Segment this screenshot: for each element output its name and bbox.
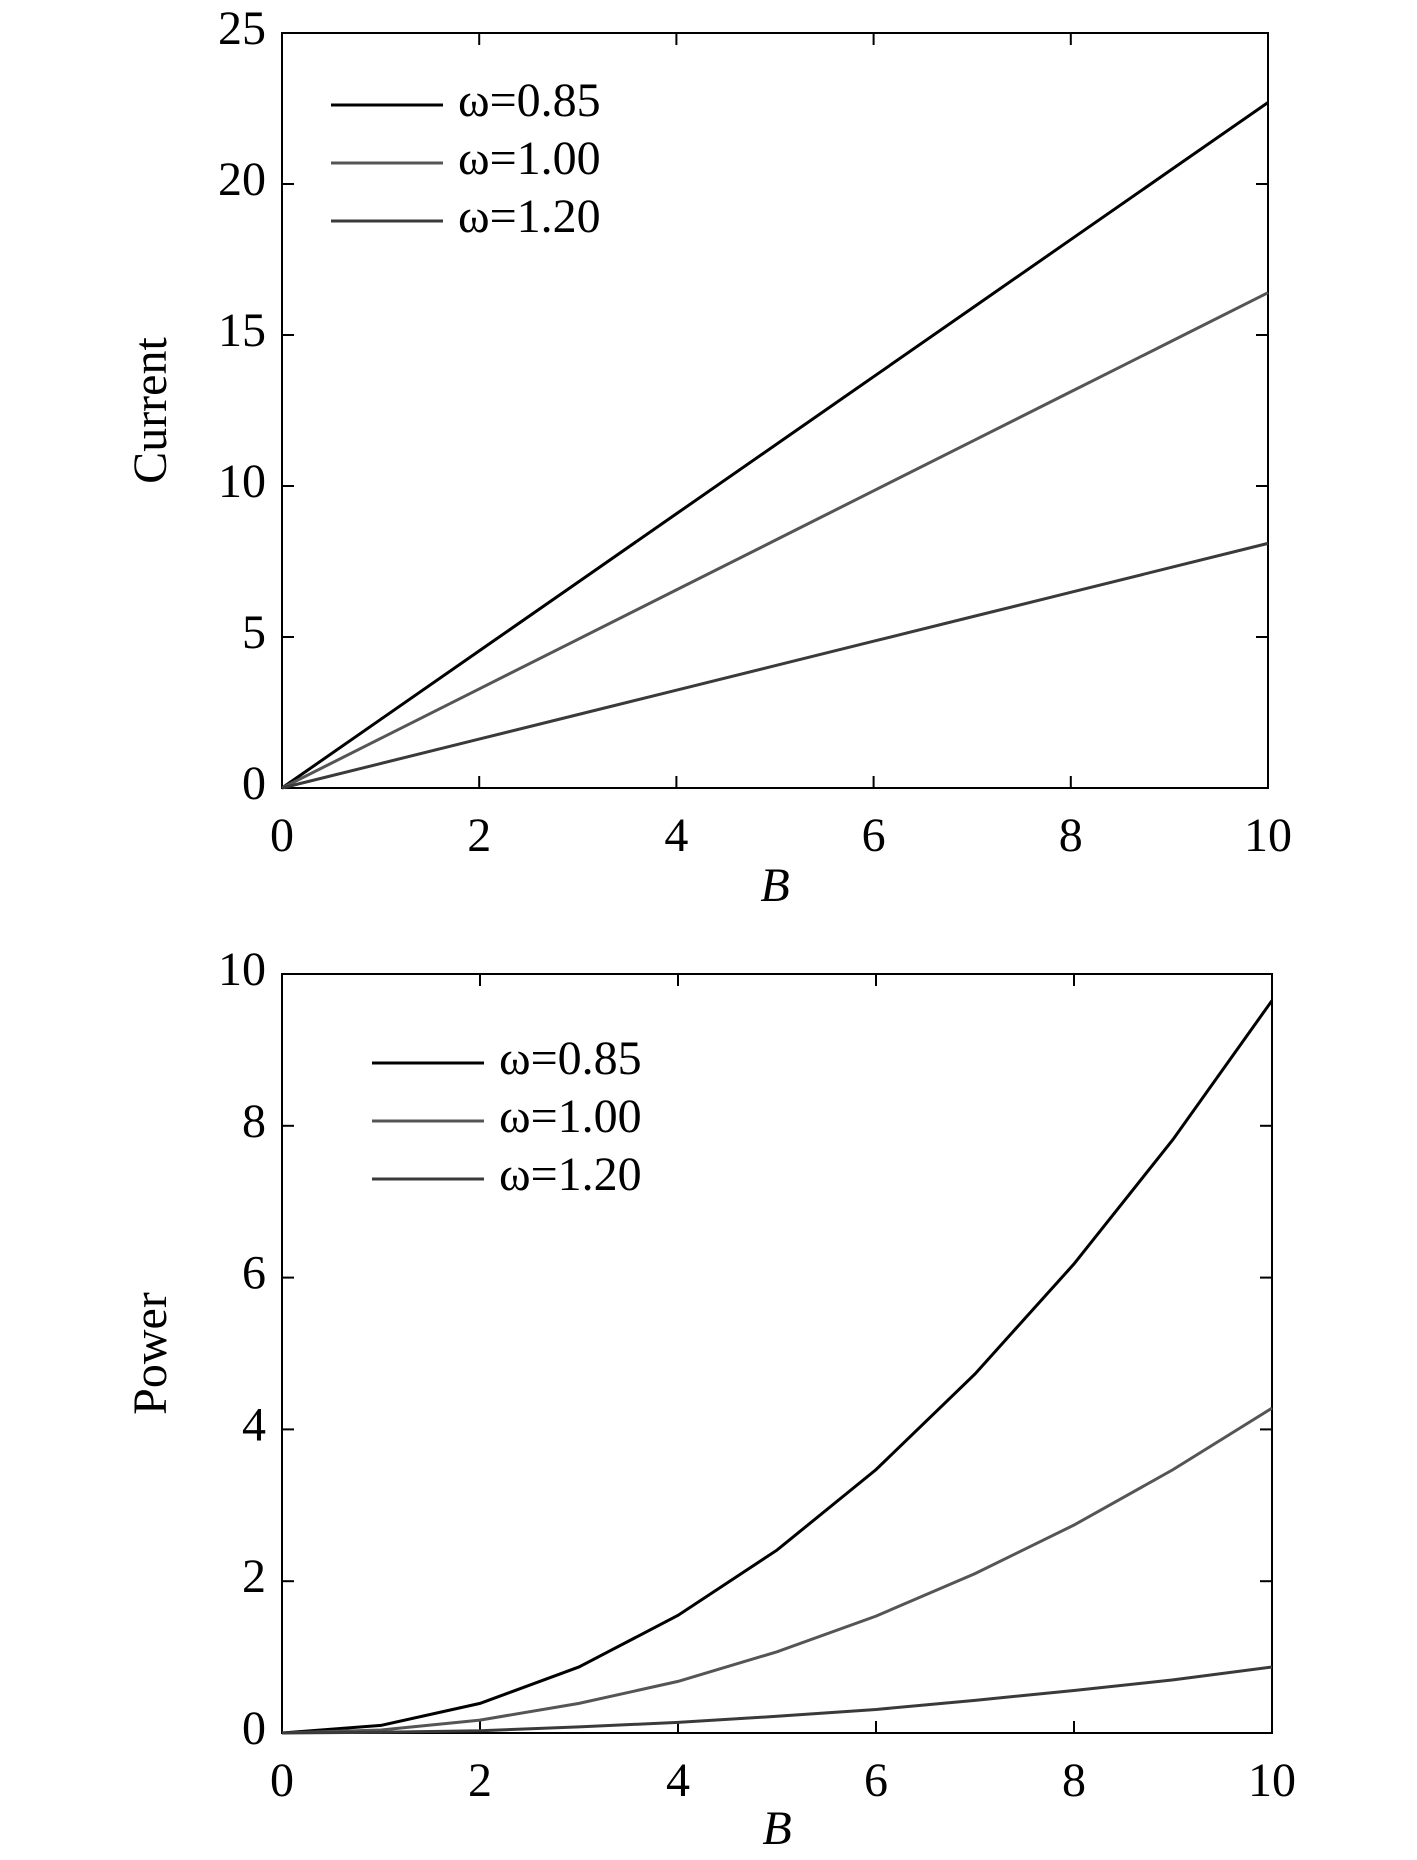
- legend-label: ω=1.00: [499, 1090, 642, 1143]
- y-tick-label: 20: [218, 153, 266, 206]
- y-axis-label: Current: [124, 337, 177, 484]
- legend-label: ω=1.00: [458, 132, 601, 185]
- y-tick-label: 8: [242, 1095, 266, 1148]
- legend-label: ω=1.20: [499, 1148, 642, 1201]
- y-axis-label: Power: [124, 1292, 177, 1415]
- line: [281, 1665, 1273, 1735]
- line: [281, 101, 1269, 790]
- line: [281, 541, 1269, 790]
- y-tick-label: 0: [242, 1702, 266, 1755]
- x-tick-label: 0: [270, 809, 294, 862]
- line: [281, 291, 1269, 790]
- y-tick-label: 0: [242, 757, 266, 810]
- x-tick-label: 2: [467, 809, 491, 862]
- y-tick-label: 2: [242, 1550, 266, 1603]
- y-tick-label: 25: [218, 2, 266, 55]
- x-tick-label: 6: [864, 1754, 888, 1807]
- x-tick-label: 4: [666, 1754, 690, 1807]
- x-tick-label: 10: [1248, 1754, 1296, 1807]
- x-tick-label: 0: [270, 1754, 294, 1807]
- x-tick-label: 6: [862, 809, 886, 862]
- legend-label: ω=0.85: [458, 74, 601, 127]
- y-tick-label: 4: [242, 1398, 266, 1451]
- y-tick-label: 10: [218, 943, 266, 996]
- line: [281, 1406, 1273, 1735]
- x-tick-label: 8: [1062, 1754, 1086, 1807]
- y-tick-label: 10: [218, 455, 266, 508]
- plot-frame: [281, 973, 1273, 1734]
- legend-label: ω=1.20: [458, 190, 601, 243]
- legend-label: ω=0.85: [499, 1032, 642, 1085]
- x-tick-label: 2: [468, 1754, 492, 1807]
- y-tick-label: 6: [242, 1247, 266, 1300]
- x-tick-label: 4: [664, 809, 688, 862]
- y-tick-label: 15: [218, 304, 266, 357]
- x-axis-label: B: [762, 1802, 791, 1855]
- plot-frame: [281, 32, 1269, 789]
- x-tick-label: 10: [1244, 809, 1292, 862]
- y-tick-label: 5: [242, 606, 266, 659]
- x-tick-label: 8: [1059, 809, 1083, 862]
- line: [281, 999, 1274, 1735]
- x-axis-label: B: [760, 859, 789, 912]
